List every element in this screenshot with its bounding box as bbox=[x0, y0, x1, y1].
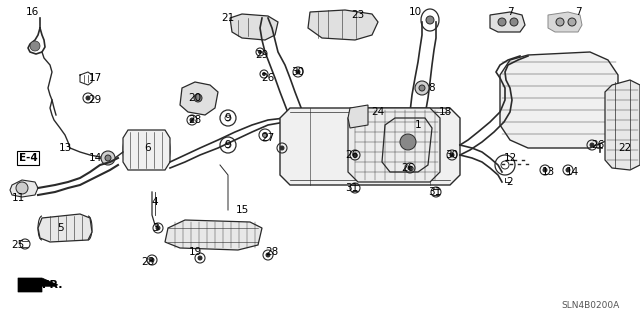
Circle shape bbox=[190, 118, 194, 122]
Circle shape bbox=[408, 166, 412, 170]
Text: 28: 28 bbox=[188, 115, 202, 125]
Circle shape bbox=[198, 256, 202, 260]
Text: 25: 25 bbox=[12, 240, 24, 250]
Text: SLN4B0200A: SLN4B0200A bbox=[562, 300, 620, 309]
Text: 7: 7 bbox=[507, 7, 513, 17]
Text: 3: 3 bbox=[152, 223, 158, 233]
Circle shape bbox=[543, 168, 547, 172]
Text: 16: 16 bbox=[26, 7, 38, 17]
Text: 31: 31 bbox=[428, 187, 442, 197]
Text: 8: 8 bbox=[429, 83, 435, 93]
Circle shape bbox=[30, 41, 40, 51]
Circle shape bbox=[194, 94, 202, 102]
Polygon shape bbox=[280, 108, 460, 185]
Text: 12: 12 bbox=[504, 153, 516, 163]
Circle shape bbox=[415, 81, 429, 95]
Circle shape bbox=[426, 16, 434, 24]
Text: 28: 28 bbox=[141, 257, 155, 267]
Polygon shape bbox=[348, 108, 440, 182]
Text: 14: 14 bbox=[565, 167, 579, 177]
Polygon shape bbox=[18, 278, 58, 292]
Text: 4: 4 bbox=[152, 197, 158, 207]
Circle shape bbox=[266, 253, 270, 257]
Circle shape bbox=[259, 50, 262, 54]
Polygon shape bbox=[308, 10, 378, 40]
Text: 26: 26 bbox=[261, 73, 275, 83]
Polygon shape bbox=[348, 105, 368, 128]
Circle shape bbox=[262, 132, 268, 137]
Text: 26: 26 bbox=[401, 163, 415, 173]
Circle shape bbox=[105, 155, 111, 161]
Circle shape bbox=[353, 153, 357, 157]
Text: 9: 9 bbox=[225, 113, 231, 123]
Text: 5: 5 bbox=[57, 223, 63, 233]
Text: 19: 19 bbox=[188, 247, 202, 257]
Text: 29: 29 bbox=[255, 50, 269, 60]
Text: 6: 6 bbox=[145, 143, 151, 153]
Polygon shape bbox=[180, 82, 218, 115]
Text: 26: 26 bbox=[346, 150, 358, 160]
Text: 15: 15 bbox=[236, 205, 248, 215]
Text: 27: 27 bbox=[261, 133, 275, 143]
Text: 14: 14 bbox=[88, 153, 102, 163]
Polygon shape bbox=[38, 214, 92, 242]
Circle shape bbox=[556, 18, 564, 26]
Text: 21: 21 bbox=[221, 13, 235, 23]
Text: 13: 13 bbox=[58, 143, 72, 153]
Text: E-4: E-4 bbox=[19, 153, 37, 163]
Polygon shape bbox=[490, 12, 525, 32]
Text: FR.: FR. bbox=[42, 280, 63, 290]
Text: 18: 18 bbox=[438, 107, 452, 117]
Circle shape bbox=[566, 168, 570, 172]
Circle shape bbox=[568, 18, 576, 26]
Circle shape bbox=[419, 85, 425, 91]
Polygon shape bbox=[10, 180, 38, 197]
Text: 22: 22 bbox=[618, 143, 632, 153]
Polygon shape bbox=[165, 220, 262, 250]
Text: 17: 17 bbox=[88, 73, 102, 83]
Text: 7: 7 bbox=[575, 7, 581, 17]
Circle shape bbox=[450, 153, 454, 157]
Circle shape bbox=[498, 18, 506, 26]
Circle shape bbox=[16, 182, 28, 194]
Circle shape bbox=[86, 96, 90, 100]
Text: 13: 13 bbox=[541, 167, 555, 177]
Circle shape bbox=[101, 151, 115, 165]
Text: 31: 31 bbox=[346, 183, 358, 193]
Text: 24: 24 bbox=[371, 107, 385, 117]
Text: 20: 20 bbox=[188, 93, 202, 103]
Polygon shape bbox=[123, 130, 170, 170]
Circle shape bbox=[150, 258, 154, 262]
Text: 2: 2 bbox=[507, 177, 513, 187]
Circle shape bbox=[280, 146, 284, 150]
Circle shape bbox=[156, 226, 160, 230]
Circle shape bbox=[262, 72, 266, 76]
Text: 23: 23 bbox=[351, 10, 365, 20]
Text: 26: 26 bbox=[591, 140, 605, 150]
Text: 28: 28 bbox=[266, 247, 278, 257]
Text: 9: 9 bbox=[225, 140, 231, 150]
Circle shape bbox=[296, 70, 300, 74]
Circle shape bbox=[510, 18, 518, 26]
Polygon shape bbox=[500, 52, 618, 148]
Text: 30: 30 bbox=[445, 150, 459, 160]
Polygon shape bbox=[548, 12, 582, 32]
Text: 10: 10 bbox=[408, 7, 422, 17]
Circle shape bbox=[400, 134, 416, 150]
Circle shape bbox=[590, 143, 594, 147]
Text: 11: 11 bbox=[12, 193, 24, 203]
Polygon shape bbox=[605, 80, 640, 170]
Polygon shape bbox=[230, 14, 278, 40]
Text: 29: 29 bbox=[88, 95, 102, 105]
Text: 1: 1 bbox=[415, 120, 421, 130]
Text: 30: 30 bbox=[291, 67, 305, 77]
